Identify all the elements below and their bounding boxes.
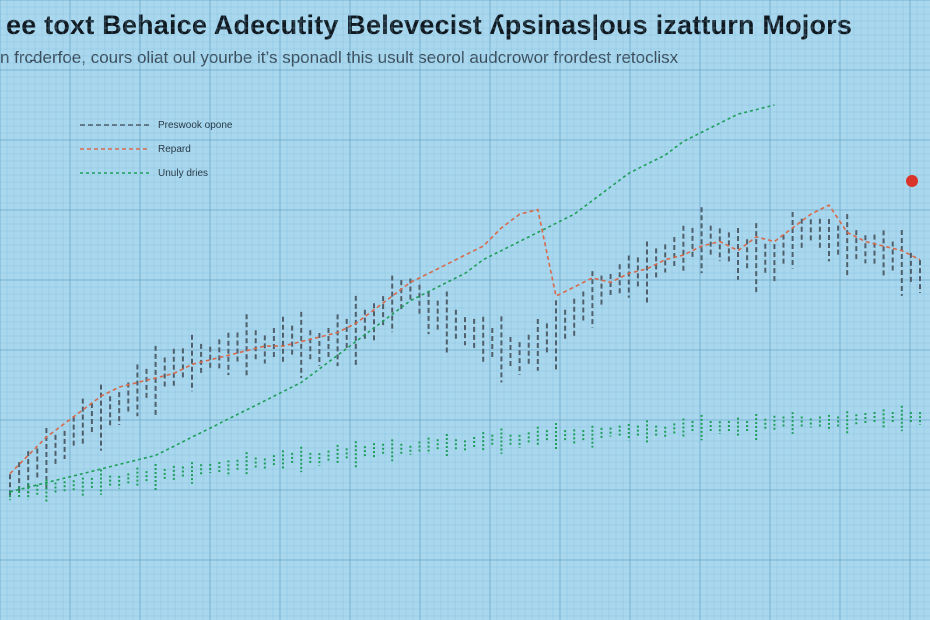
legend: Preswook opone Repard Unuly dries [80, 120, 233, 179]
series-3 [9, 405, 921, 504]
marks-layer [9, 104, 921, 504]
legend-label: Preswook opone [158, 120, 233, 131]
series-1 [9, 204, 921, 475]
legend-label: Repard [158, 144, 191, 155]
flag-icon [906, 175, 918, 187]
series-line [9, 204, 921, 475]
series-line [9, 104, 775, 493]
flag-marker [906, 175, 918, 187]
chart-subtitle: n frc̵derfoe, cours oliat oul yourbe it’… [0, 48, 679, 67]
series-0 [9, 207, 921, 498]
series-2 [9, 104, 775, 493]
legend-label: Unuly dries [158, 168, 208, 179]
